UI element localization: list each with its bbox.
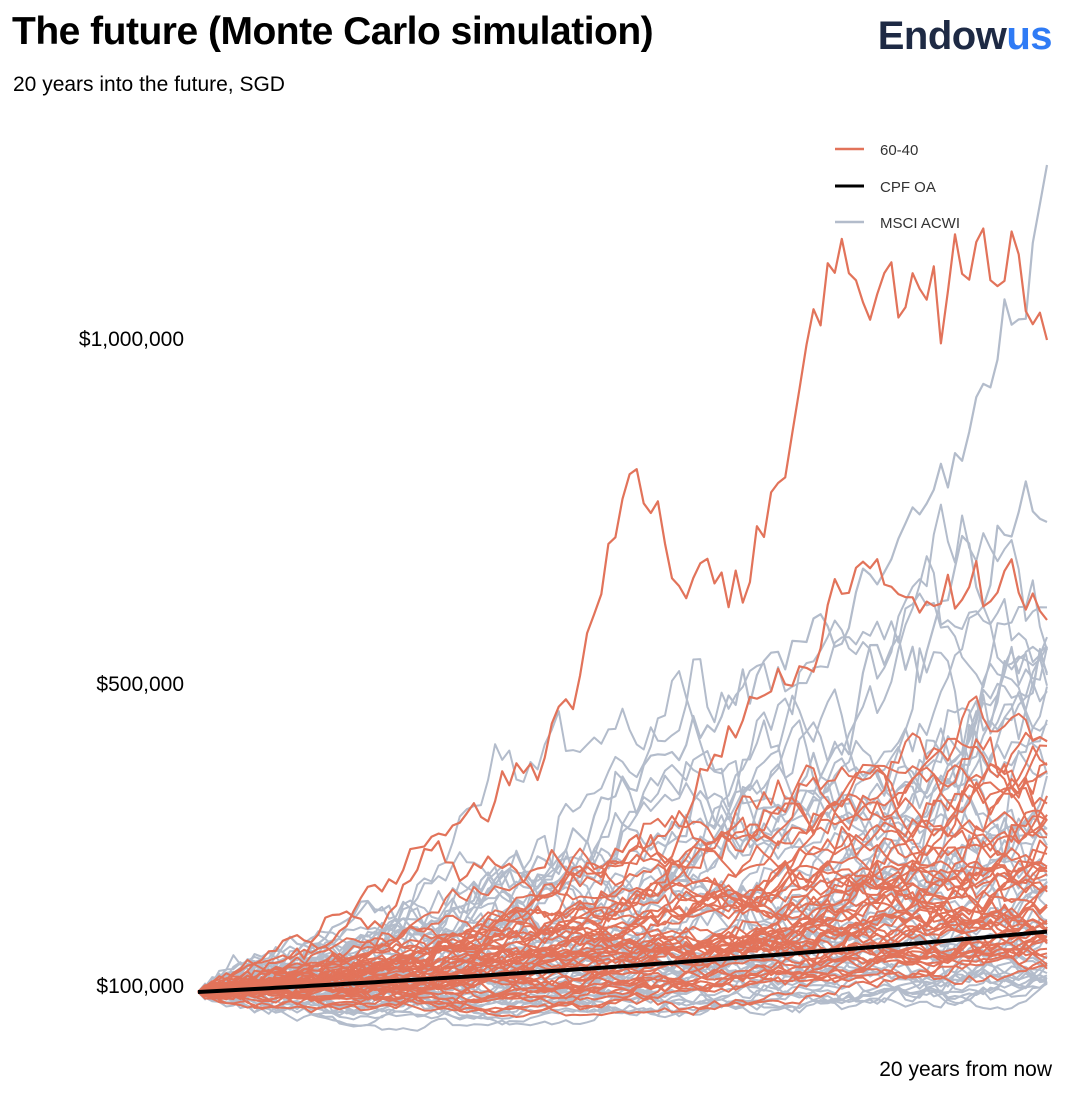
sixty-forty-path <box>197 878 1048 994</box>
msci-acwi-path <box>197 480 1048 994</box>
endowus-logo: Endowus <box>877 14 1053 58</box>
sixty-forty-path <box>197 903 1048 1004</box>
sixty-forty-paths <box>197 227 1049 1018</box>
legend: 60-40 CPF OA MSCI ACWI <box>835 142 960 232</box>
sixty-forty-path <box>197 695 1048 1001</box>
sixty-forty-path <box>197 819 1048 993</box>
sixty-forty-path <box>197 736 1048 995</box>
sixty-forty-path <box>197 815 1048 993</box>
y-tick-label-100000: $100,000 <box>96 975 184 998</box>
legend-label-60-40: 60-40 <box>880 142 918 159</box>
legend-label-cpf-oa: CPF OA <box>880 179 936 196</box>
msci-acwi-path <box>197 164 1049 1000</box>
sixty-forty-path <box>197 947 1048 1017</box>
cpf-oa-path <box>197 929 1048 994</box>
msci-acwi-path <box>197 579 1048 999</box>
sixty-forty-path <box>197 558 1048 994</box>
x-axis-label: 20 years from now <box>879 1058 1052 1081</box>
sixty-forty-path <box>197 795 1048 993</box>
sixty-forty-path <box>197 920 1048 995</box>
sixty-forty-path <box>197 745 1048 999</box>
y-tick-label-500000: $500,000 <box>96 673 184 696</box>
cpf-oa-path <box>197 929 1048 994</box>
sixty-forty-path <box>197 227 1049 994</box>
sixty-forty-path <box>197 932 1048 999</box>
msci-acwi-path <box>197 503 1048 997</box>
chart-subtitle: 20 years into the future, SGD <box>13 73 285 96</box>
sixty-forty-path <box>197 818 1048 996</box>
sixty-forty-path <box>197 914 1048 1000</box>
chart-title: The future (Monte Carlo simulation) <box>12 10 654 53</box>
y-tick-label-1000000: $1,000,000 <box>78 328 184 351</box>
sixty-forty-path <box>197 948 1048 1013</box>
legend-label-msci-acwi: MSCI ACWI <box>880 215 960 232</box>
